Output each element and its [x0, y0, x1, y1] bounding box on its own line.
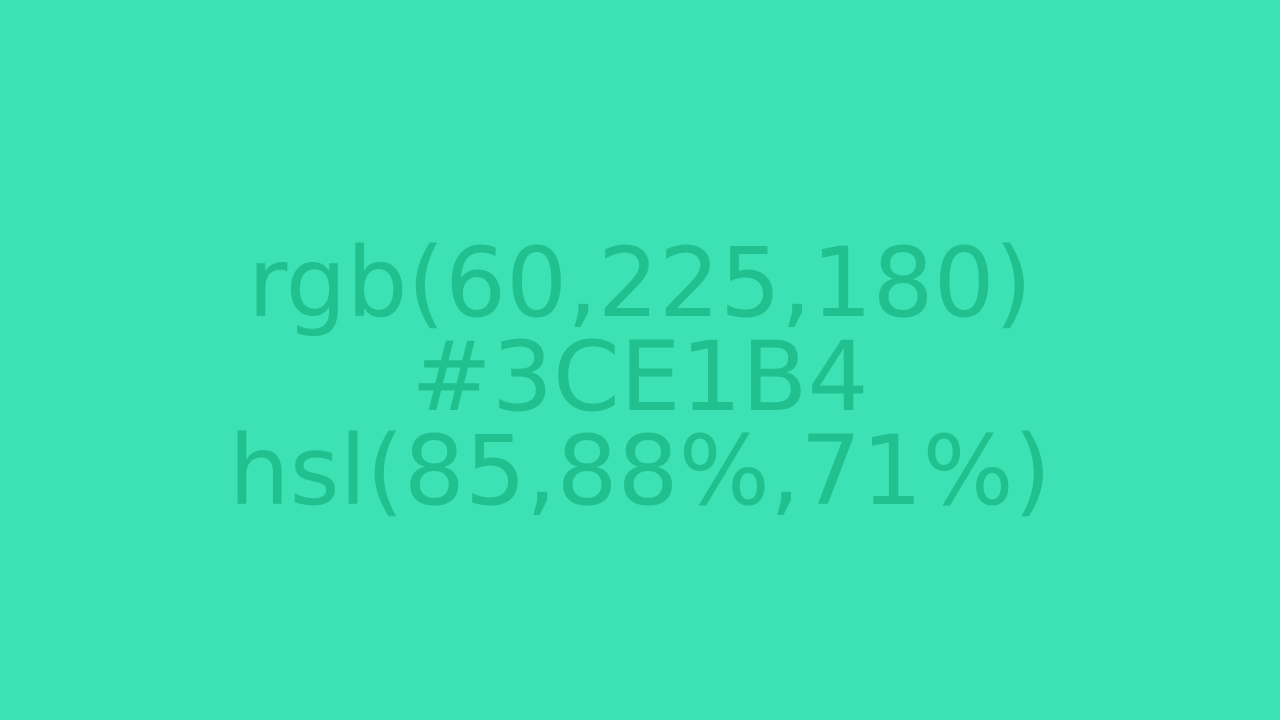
hsl-value-label: hsl(85,88%,71%) — [228, 415, 1052, 527]
hex-value-label: #3CE1B4 — [411, 321, 869, 433]
color-value-labels: rgb(60,225,180) #3CE1B4 hsl(85,88%,71%) — [0, 227, 1280, 527]
rgb-value-label: rgb(60,225,180) — [247, 227, 1033, 339]
